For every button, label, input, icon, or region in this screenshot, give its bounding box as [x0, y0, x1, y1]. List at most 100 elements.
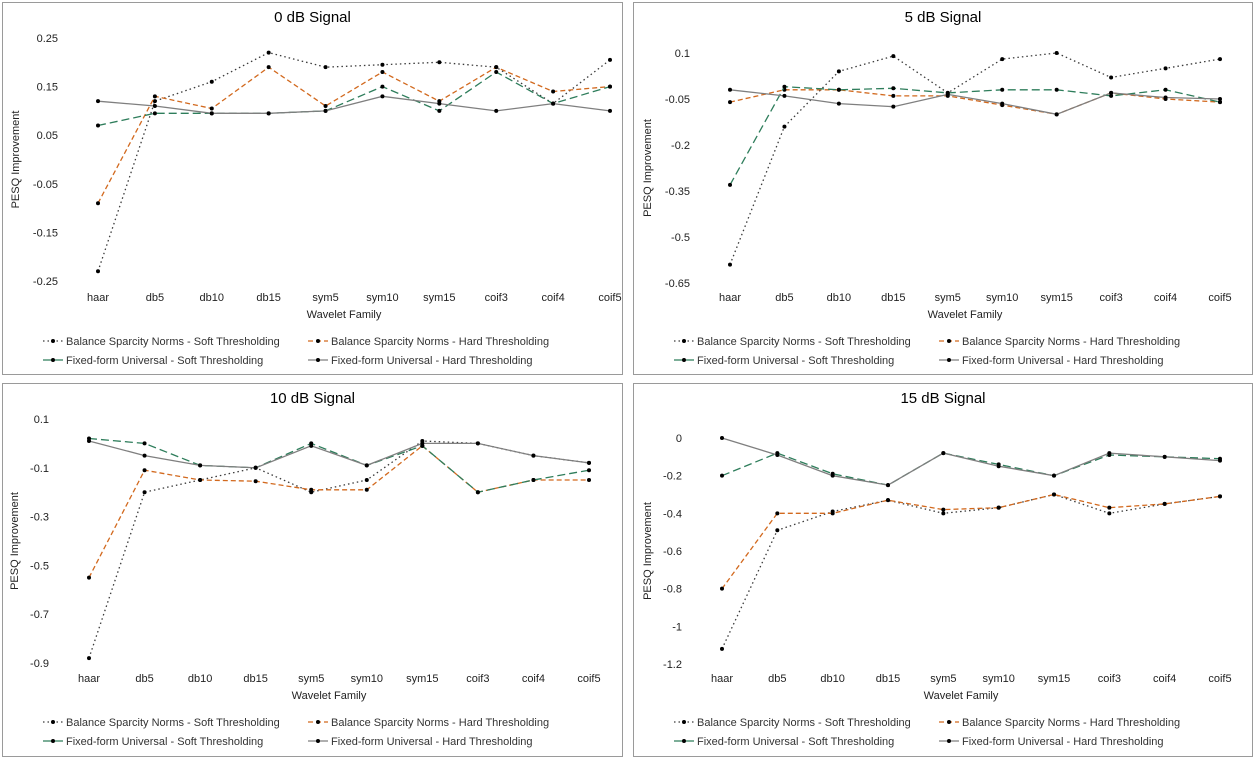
series-line-bsn_soft — [729, 52, 1221, 265]
data-point — [1162, 501, 1167, 506]
x-tick-label: sym5 — [930, 673, 956, 685]
legend-label: Fixed-form Universal - Hard Thresholding — [962, 736, 1164, 748]
legend-marker — [682, 339, 686, 343]
x-tick-label: sym10 — [351, 673, 383, 685]
data-point — [891, 86, 896, 91]
chart-10db: 10 dB Signal -0.9 -0.7 -0.5 -0.3 -0.1 0.1 haar d… — [9, 390, 601, 748]
x-tick-label: sym5 — [935, 292, 961, 304]
data-point — [1000, 87, 1005, 92]
data-point — [1109, 93, 1114, 98]
x-tick-label: sym15 — [423, 292, 455, 304]
y-tick-label: -0.05 — [665, 94, 690, 106]
data-point — [836, 69, 841, 74]
x-axis-label: Wavelet Family — [307, 309, 382, 321]
legend-item-bsn_soft: Balance Sparcity Norms - Soft Thresholdi… — [43, 717, 280, 729]
x-tick-label: db15 — [881, 292, 905, 304]
data-point — [1163, 66, 1168, 71]
data-point — [152, 99, 157, 104]
legend-label: Fixed-form Universal - Soft Thresholding — [66, 736, 263, 748]
data-point — [437, 108, 442, 113]
legend-marker — [316, 739, 320, 743]
x-tick-label: haar — [78, 673, 100, 685]
data-point — [587, 468, 591, 473]
legend-marker — [947, 720, 951, 724]
y-tick-label: 0 — [676, 433, 682, 445]
data-point — [1218, 57, 1222, 62]
y-tick-label: -1 — [672, 621, 682, 633]
x-axis-label: Wavelet Family — [924, 690, 999, 702]
series-line-bsn_hard — [721, 493, 1221, 590]
data-point — [1052, 492, 1056, 497]
data-point — [996, 464, 1001, 469]
data-point — [608, 84, 612, 89]
data-point — [608, 108, 612, 113]
data-point — [1107, 505, 1112, 510]
x-tick-label: coif5 — [577, 673, 600, 685]
series-line-ffu_soft — [88, 437, 590, 493]
data-point — [886, 483, 890, 488]
x-tick-label: db5 — [775, 292, 793, 304]
y-tick-label: -0.6 — [663, 546, 682, 558]
legend-item-ffu_hard: Fixed-form Universal - Hard Thresholding — [308, 736, 533, 748]
data-point — [152, 104, 157, 109]
y-tick-label: -0.5 — [30, 560, 49, 572]
data-point — [728, 87, 732, 92]
legend-label: Balance Sparcity Norms - Soft Thresholdi… — [66, 717, 280, 729]
x-tick-label: db5 — [146, 292, 164, 304]
data-point — [1218, 494, 1222, 499]
data-point — [437, 101, 442, 106]
data-point — [152, 111, 157, 116]
data-point — [941, 507, 946, 512]
legend-item-bsn_soft: Balance Sparcity Norms - Soft Thresholdi… — [43, 336, 280, 348]
x-tick-label: coif5 — [1208, 292, 1231, 304]
data-point — [1052, 473, 1056, 478]
data-point — [775, 452, 780, 457]
series-line-ffu_hard — [729, 89, 1221, 115]
y-tick-label: -0.2 — [671, 140, 690, 152]
chart-title: 15 dB Signal — [900, 390, 985, 407]
chart-title: 10 dB Signal — [270, 390, 355, 407]
data-point — [475, 490, 480, 495]
y-tick-label: -0.3 — [30, 512, 49, 524]
data-point — [198, 463, 203, 468]
data-point — [142, 490, 147, 495]
chart-panel-15db: 15 dB Signal -1.2 -1 -0.8 -0.6 -0.4 -0.2 0 haar d… — [633, 383, 1253, 757]
y-axis-label: PESQ Improvement — [10, 111, 22, 209]
x-tick-label: coif4 — [541, 292, 564, 304]
data-point — [941, 451, 946, 456]
series-line-bsn_hard — [729, 89, 1221, 115]
data-point — [1109, 90, 1114, 95]
data-point — [152, 94, 157, 99]
x-tick-label: sym10 — [986, 292, 1018, 304]
y-tick-label: -0.5 — [671, 232, 690, 244]
legend-item-ffu_soft: Fixed-form Universal - Soft Thresholding — [43, 355, 263, 367]
legend-marker — [316, 720, 320, 724]
x-tick-label: db10 — [188, 673, 212, 685]
legend-item-ffu_soft: Fixed-form Universal - Soft Thresholding — [674, 355, 894, 367]
data-point — [587, 478, 591, 482]
legend-label: Fixed-form Universal - Hard Thresholding — [331, 736, 533, 748]
data-point — [494, 108, 499, 113]
data-point — [87, 656, 91, 661]
series-line-ffu_hard — [721, 437, 1221, 486]
data-point — [253, 465, 258, 470]
x-tick-label: haar — [87, 292, 109, 304]
legend-marker — [947, 358, 951, 362]
data-point — [87, 575, 91, 580]
data-point — [1107, 451, 1112, 456]
series-line-ffu_soft — [97, 71, 611, 127]
x-tick-label: db10 — [200, 292, 224, 304]
data-point — [1218, 97, 1222, 101]
legend-marker — [682, 720, 686, 724]
legend-marker — [947, 339, 951, 343]
x-tick-label: sym5 — [312, 292, 338, 304]
legend-label: Balance Sparcity Norms - Hard Thresholdi… — [331, 717, 549, 729]
data-point — [551, 89, 556, 94]
x-tick-label: db5 — [768, 673, 786, 685]
data-point — [830, 511, 835, 516]
legend-marker — [316, 358, 320, 362]
data-point — [1107, 511, 1112, 516]
data-point — [309, 443, 314, 448]
legend-item-ffu_soft: Fixed-form Universal - Soft Thresholding — [674, 736, 894, 748]
data-point — [728, 100, 732, 105]
